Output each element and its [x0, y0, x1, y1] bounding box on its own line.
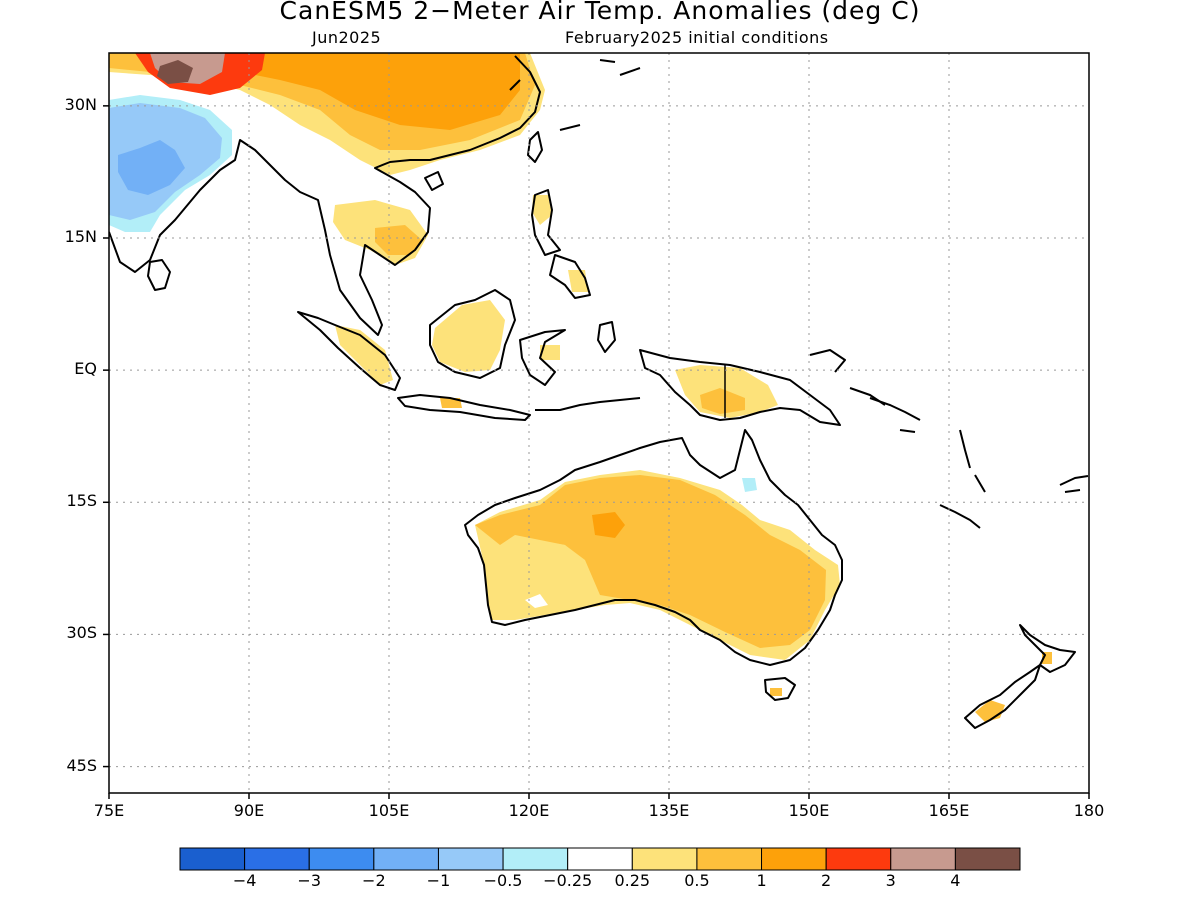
x-tick-label: 105E [368, 801, 410, 820]
colorbar-swatch [954, 847, 1021, 871]
y-tick-label: 30N [64, 94, 97, 114]
coast-philippines-s [549, 254, 591, 299]
y-tick-label: 15S [66, 491, 97, 511]
coast-luzon [531, 189, 561, 256]
fill-australia-05 [475, 475, 826, 648]
x-tick-label: 135E [648, 801, 690, 820]
fill-australia-025-inner [493, 540, 600, 615]
colorbar-label: −1 [426, 871, 451, 890]
fill-philippines [532, 195, 552, 225]
fill-sumatra [335, 325, 393, 385]
colorbar-swatch [761, 847, 827, 871]
fill-asia-4 [157, 60, 193, 84]
initial-conditions: February2025 initial conditions [565, 28, 829, 47]
colorbar-label: 1 [756, 871, 767, 890]
coast-vanuatu [959, 429, 986, 493]
x-tick-label: 180 [1073, 801, 1105, 820]
colorbar-label: −0.25 [543, 871, 593, 890]
plot-frame [108, 52, 1090, 794]
colorbar-swatch [890, 847, 956, 871]
fill-australia-1 [592, 512, 625, 538]
colorbar-label: 2 [821, 871, 832, 890]
anomaly-fills [109, 53, 1052, 722]
coast-nz-north [1019, 624, 1076, 673]
map-title: CanESM5 2−Meter Air Temp. Anomalies (deg… [279, 0, 921, 25]
y-tick-label: EQ [74, 359, 97, 379]
forecast-month: Jun2025 [312, 28, 382, 47]
coast-tasmania [764, 677, 796, 701]
coast-halmahera [597, 321, 616, 353]
fill-sulawesi [540, 345, 560, 360]
coast-australia [464, 429, 843, 666]
colorbar-swatch [308, 847, 375, 871]
colorbar-swatch [502, 847, 569, 871]
coast-lesser-sunda [535, 397, 641, 411]
colorbar-swatch [825, 847, 892, 871]
coast-newguinea [639, 349, 841, 426]
colorbar-label: 4 [950, 871, 961, 890]
fill-australia-white [525, 594, 548, 608]
coast-fiji [1059, 475, 1089, 493]
coast-newcaledonia [939, 504, 981, 529]
colorbar-swatch [244, 847, 310, 871]
x-tick-label: 150E [788, 801, 830, 820]
y-tick-label: 15N [64, 227, 97, 246]
coast-north-islands [509, 59, 641, 131]
colorbar-label: 3 [885, 871, 896, 890]
colorbar-label: 0.25 [614, 871, 651, 890]
fill-india-cool-1 [118, 140, 185, 195]
colorbar-label: 0.5 [684, 871, 710, 890]
colorbar-swatch [567, 847, 633, 871]
fill-australia-cool [742, 478, 757, 492]
y-tick-label: 45S [66, 755, 97, 775]
fill-nz-south [975, 700, 1005, 722]
coast-sumatra [297, 311, 401, 391]
colorbar-label: −3 [297, 871, 322, 890]
coast-srilanka [147, 259, 171, 291]
colorbar [179, 847, 1021, 871]
x-tick-label: 120E [508, 801, 550, 820]
x-tick-label: 165E [928, 801, 970, 820]
colorbar-swatch [696, 847, 763, 871]
coast-nz-south [964, 664, 1041, 729]
fill-indochina-05 [375, 225, 422, 255]
coast-asia [109, 55, 541, 336]
coast-java [397, 394, 531, 421]
coast-sulawesi [519, 329, 566, 386]
coast-solomons [869, 397, 921, 433]
colorbar-swatch [437, 847, 504, 871]
axis-ticks [103, 105, 1090, 799]
fill-borneo [432, 300, 505, 372]
colorbar-swatch [631, 847, 698, 871]
colorbar-swatch [373, 847, 439, 871]
x-tick-label: 90E [233, 801, 265, 820]
colorbar-label: −4 [232, 871, 257, 890]
fill-tasmania [770, 688, 782, 696]
coast-hainan [424, 171, 444, 191]
coast-bismarck [809, 349, 886, 406]
colorbar-label: −2 [362, 871, 386, 890]
coast-borneo [429, 289, 516, 379]
x-tick-label: 75E [93, 801, 125, 820]
fill-newguinea-05 [700, 388, 745, 414]
colorbar-label: −0.5 [483, 871, 523, 890]
colorbar-swatch [179, 847, 246, 871]
grid-lines [109, 53, 1089, 793]
coast-taiwan [527, 131, 543, 163]
coastlines [109, 55, 1089, 729]
y-tick-label: 30S [66, 623, 97, 643]
